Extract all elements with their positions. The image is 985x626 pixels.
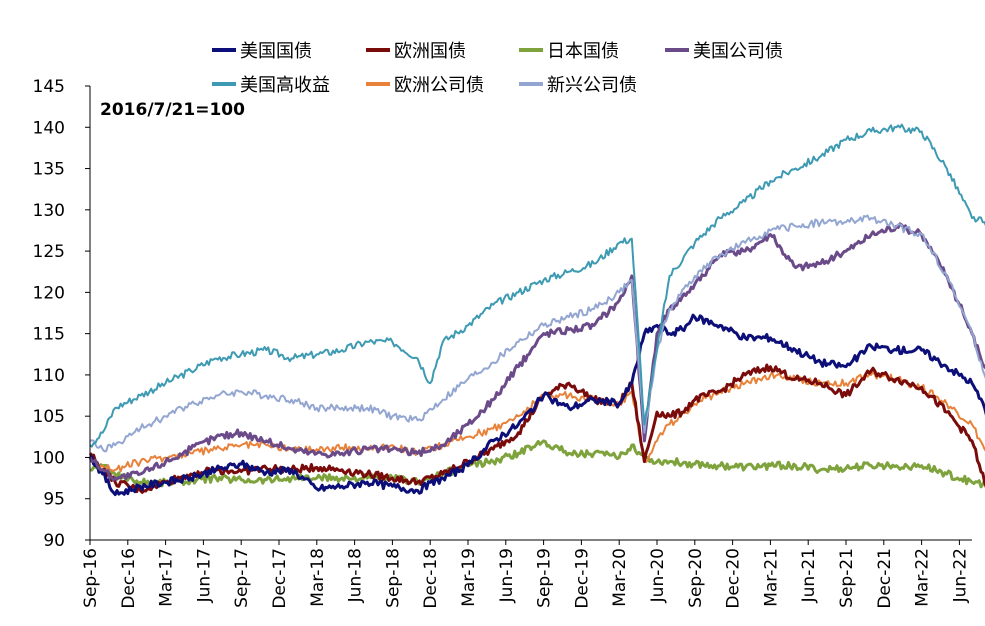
x-tick-label: Jun-19: [497, 548, 517, 603]
x-tick-label: Dec-17: [270, 548, 290, 609]
x-tick-label: Mar-21: [761, 548, 781, 607]
x-tick-label: Sep-21: [837, 548, 857, 608]
series-line-4: [88, 222, 985, 482]
y-tick-label: 120: [33, 283, 65, 303]
x-tick-label: Sep-16: [81, 548, 101, 608]
y-tick-label: 145: [33, 77, 65, 97]
series-line-7: [89, 214, 985, 453]
x-tick-label: Jun-22: [950, 548, 970, 603]
legend-label: 美国公司债: [693, 41, 783, 62]
x-tick-label: Sep-20: [686, 548, 706, 608]
series-line-6: [89, 370, 985, 473]
x-tick-label: Dec-16: [119, 548, 139, 609]
legend-label: 欧洲国债: [394, 41, 466, 62]
x-tick-label: Jun-18: [346, 548, 366, 603]
x-tick-label: Dec-19: [572, 548, 592, 609]
legend-label: 欧洲公司债: [394, 75, 484, 96]
x-tick-label: Mar-20: [610, 548, 630, 607]
axes: 90 95 100 105 110 115 120 125 130 135 140 145 Sep-16…: [33, 77, 972, 609]
x-tick-label: Mar-19: [459, 548, 479, 607]
x-tick-label: Dec-21: [875, 548, 895, 609]
y-tick-label: 90: [43, 531, 65, 551]
x-tick-label: Sep-17: [232, 548, 252, 608]
chart-annotation: 2016/7/21=100: [100, 100, 245, 120]
series-line-1: [89, 313, 985, 497]
y-tick-label: 100: [33, 448, 65, 468]
x-tick-label: Mar-18: [308, 548, 328, 607]
x-tick-label: Sep-19: [535, 548, 555, 608]
legend-label: 新兴公司债: [547, 75, 637, 96]
y-tick-label: 110: [33, 366, 65, 386]
x-tick-label: Jun-21: [799, 548, 819, 603]
y-tick-label: 115: [33, 325, 65, 345]
x-tick-label: Jun-17: [194, 548, 214, 603]
series-line-2: [88, 363, 985, 494]
y-tick-label: 135: [33, 160, 65, 180]
x-tick-label: Dec-18: [421, 548, 441, 609]
series-line-3: [89, 439, 985, 489]
y-tick-label: 125: [33, 242, 65, 262]
y-tick-label: 130: [33, 201, 65, 221]
x-tick-label: Sep-18: [383, 548, 403, 608]
legend-label: 美国高收益: [240, 75, 330, 96]
y-tick-label: 140: [33, 118, 65, 138]
x-tick-label: Mar-22: [913, 548, 933, 607]
y-tick-label: 95: [43, 490, 65, 510]
series-layer: [88, 123, 985, 497]
x-tick-label: Dec-20: [724, 548, 744, 609]
legend-label: 美国国债: [240, 41, 312, 62]
x-tick-label: Jun-20: [648, 548, 668, 603]
legend-label: 日本国债: [547, 41, 619, 62]
x-tick-label: Mar-17: [157, 548, 177, 607]
series-line-5: [89, 123, 985, 448]
y-tick-label: 105: [33, 407, 65, 427]
